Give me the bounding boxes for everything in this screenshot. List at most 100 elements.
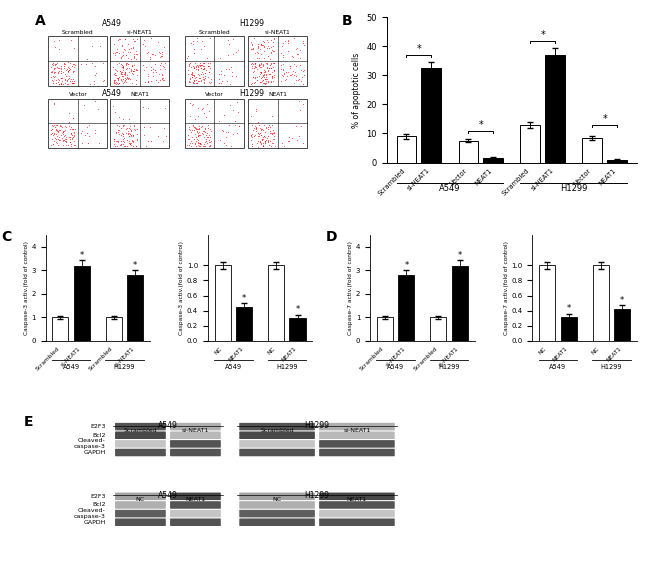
Point [55, 132, 65, 142]
Point [57, 133, 67, 142]
FancyBboxPatch shape [115, 440, 166, 448]
Point [266, 45, 277, 54]
Point [146, 50, 157, 59]
Point [284, 71, 294, 80]
Point [49, 63, 60, 72]
Point [65, 134, 75, 143]
Point [138, 66, 149, 75]
Point [46, 73, 56, 82]
Point [111, 70, 122, 79]
Point [116, 75, 126, 84]
Point [146, 63, 156, 72]
Point [59, 63, 70, 72]
Point [195, 131, 205, 140]
Point [141, 142, 151, 151]
Point [128, 66, 138, 75]
Point [221, 65, 231, 74]
Point [254, 142, 264, 151]
Point [187, 100, 197, 109]
Point [284, 137, 294, 146]
Point [269, 71, 280, 80]
Point [56, 61, 66, 70]
Point [66, 128, 76, 138]
Point [90, 71, 101, 80]
Point [246, 44, 257, 53]
Point [257, 77, 267, 86]
Point [48, 60, 58, 70]
Point [255, 124, 265, 133]
Point [188, 63, 199, 73]
Point [159, 75, 169, 85]
Point [295, 53, 306, 62]
Point [116, 141, 126, 150]
Point [198, 65, 209, 74]
Point [200, 71, 211, 81]
Point [62, 79, 73, 88]
Point [131, 55, 142, 64]
Point [292, 50, 302, 59]
Point [193, 70, 203, 79]
Point [49, 122, 60, 131]
FancyBboxPatch shape [170, 492, 221, 500]
Point [252, 48, 263, 58]
Point [199, 74, 209, 84]
Point [54, 36, 64, 45]
Point [230, 120, 240, 130]
Point [183, 69, 193, 78]
Point [64, 132, 75, 141]
Point [53, 79, 64, 88]
Point [205, 124, 215, 133]
Point [190, 59, 200, 68]
Point [267, 71, 278, 81]
Text: *: * [620, 297, 624, 305]
Point [126, 135, 136, 145]
Point [110, 107, 120, 116]
Point [251, 123, 261, 132]
Point [55, 121, 66, 130]
Point [276, 138, 287, 147]
Point [198, 73, 208, 82]
Point [283, 39, 294, 48]
Point [257, 135, 267, 144]
Point [248, 44, 258, 53]
Point [127, 43, 138, 52]
Text: A549: A549 [101, 20, 122, 28]
Text: Scrambled: Scrambled [260, 427, 294, 433]
Point [261, 78, 271, 88]
Bar [268, 266, 284, 341]
Point [187, 125, 198, 134]
Point [158, 137, 168, 146]
Point [125, 131, 136, 141]
Point [266, 138, 277, 147]
Point [193, 128, 203, 138]
Point [205, 141, 215, 150]
Point [49, 68, 59, 77]
Text: C: C [1, 230, 12, 244]
Point [123, 59, 133, 69]
Point [198, 65, 208, 74]
Point [252, 41, 263, 50]
Point [118, 62, 128, 71]
Point [46, 59, 57, 69]
Point [46, 124, 57, 134]
Point [56, 74, 66, 83]
Point [283, 67, 294, 77]
Point [246, 130, 257, 139]
Point [294, 97, 304, 106]
FancyBboxPatch shape [170, 431, 221, 439]
Point [185, 128, 196, 137]
Point [60, 136, 70, 145]
Point [123, 74, 133, 83]
Point [142, 71, 153, 80]
Text: *: * [540, 29, 545, 40]
Point [110, 50, 120, 59]
Point [91, 69, 101, 78]
Point [160, 103, 170, 112]
Point [183, 135, 194, 144]
Point [287, 134, 298, 143]
Point [222, 50, 233, 59]
Point [49, 67, 60, 76]
FancyBboxPatch shape [239, 501, 315, 509]
Point [198, 62, 209, 71]
Point [114, 35, 124, 44]
